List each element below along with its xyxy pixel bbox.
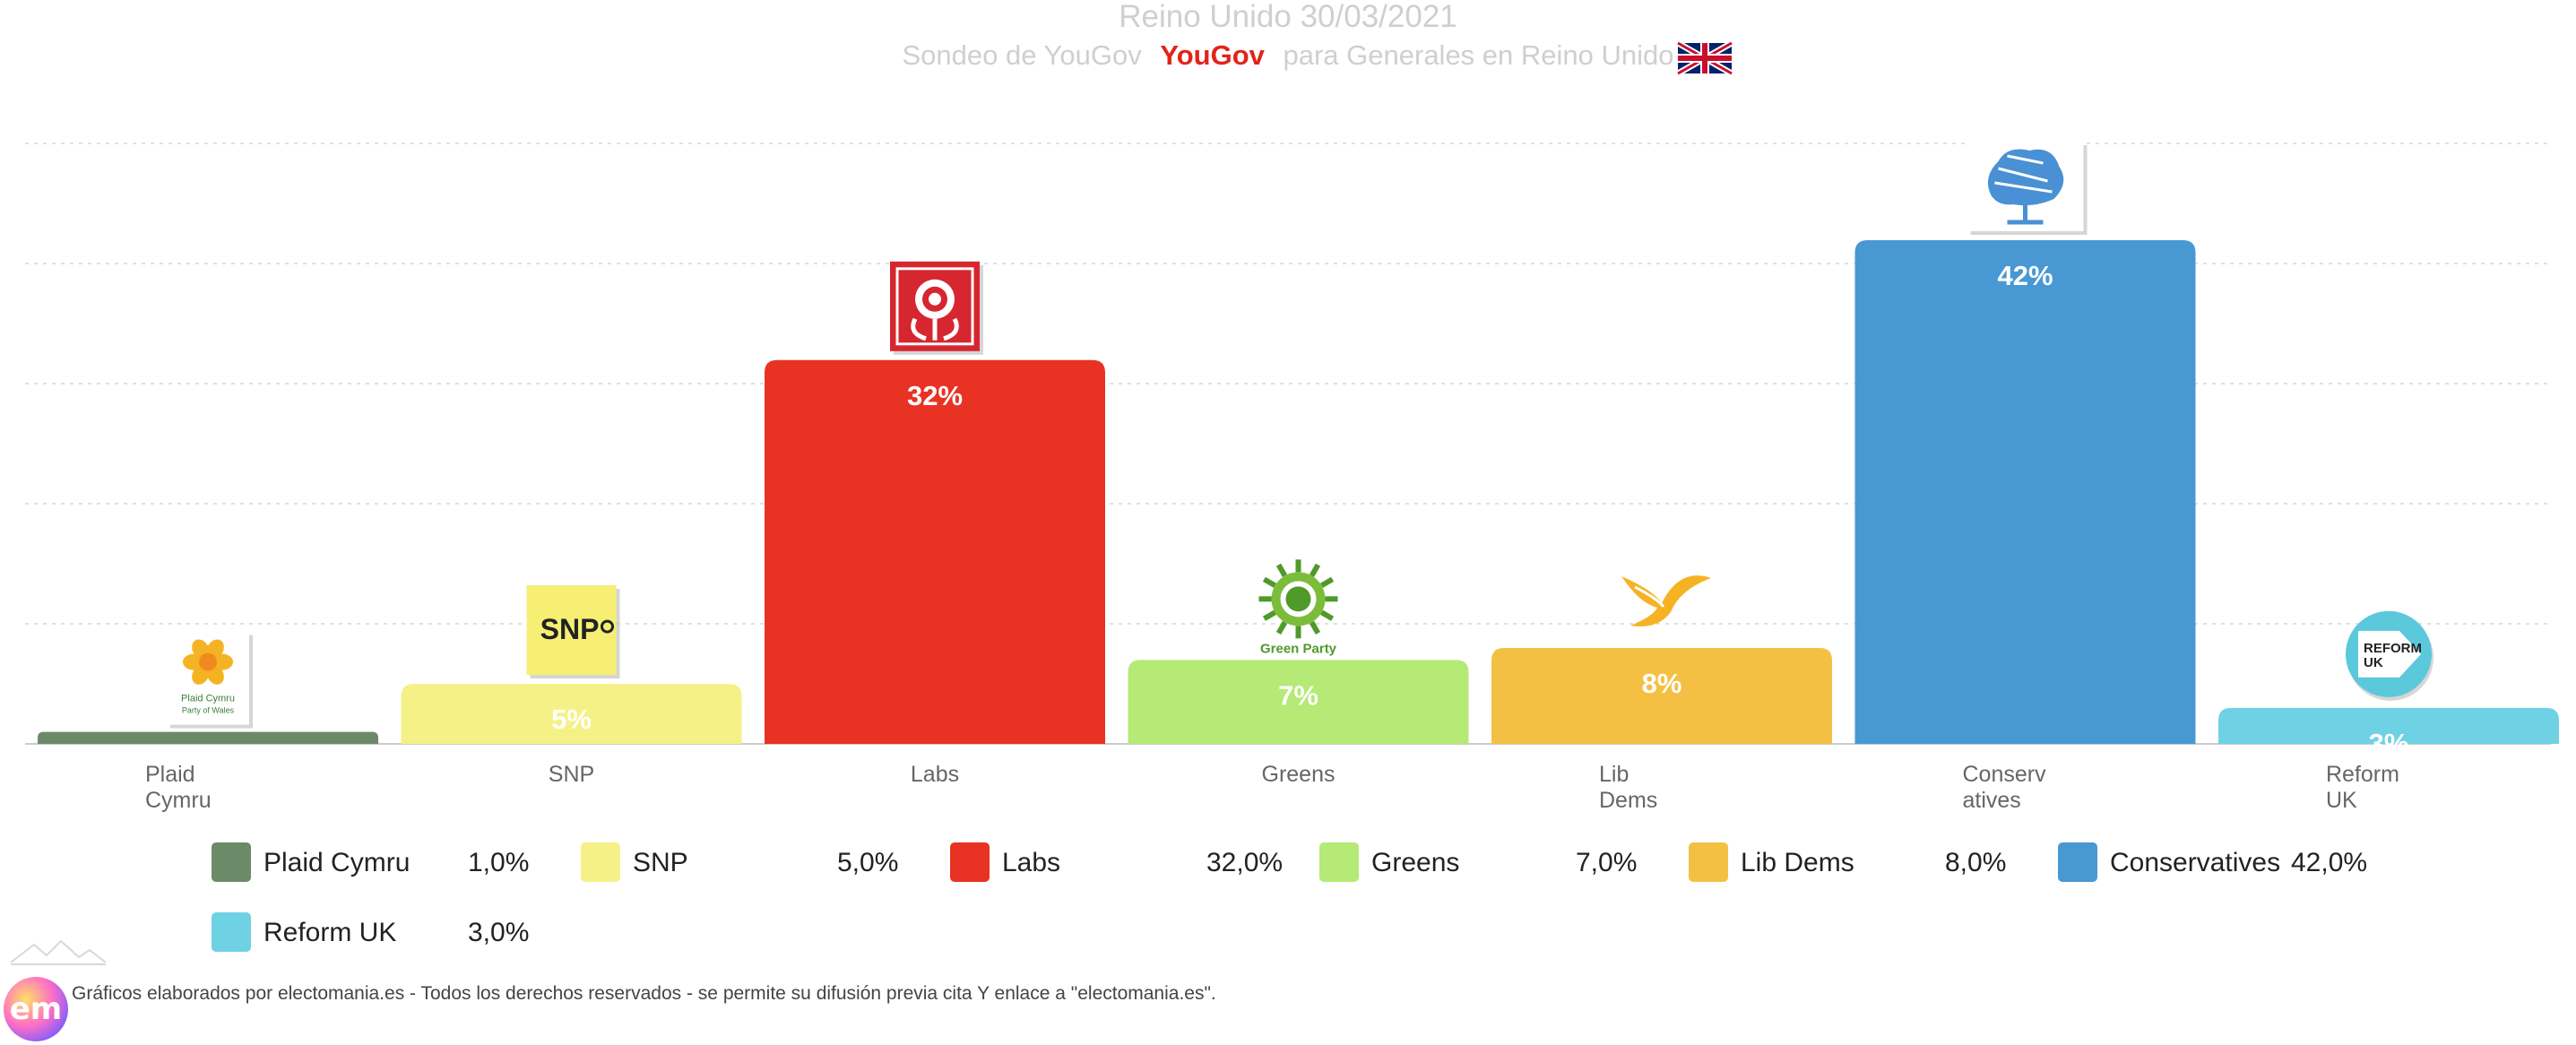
bar-value-label-labs: 32% [907, 380, 963, 411]
legend-swatch [1319, 842, 1359, 882]
svg-text:SNP: SNP [540, 613, 600, 645]
bar-value-label-snp: 5% [551, 704, 592, 735]
bar-labs [765, 359, 1105, 744]
bar-lib-dems [1491, 647, 1832, 744]
bar-value-label-lib-dems: 8% [1642, 668, 1682, 699]
legend-item-conservatives[interactable]: Conservatives 42,0% [2058, 842, 2427, 882]
category-labels: Plaid Cymru SNP Labs Greens Lib Dems Conserv ati… [145, 762, 2399, 813]
legend-name: Greens [1371, 848, 1460, 877]
legend-value: 7,0% [1576, 848, 1638, 877]
legend-name: Lib Dems [1741, 848, 1854, 877]
legend-name: Conservatives [2110, 848, 2281, 877]
legend-value: 32,0% [1206, 848, 1284, 877]
electomania-logo-icon: em [4, 977, 68, 1041]
legend-value: 3,0% [468, 918, 530, 947]
legend-item-lib-dems[interactable]: Lib Dems 8,0% [1689, 842, 2058, 882]
legend-swatch [1689, 842, 1728, 882]
legend-item-labs[interactable]: Labs 32,0% [950, 842, 1319, 882]
svg-text:Plaid Cymru: Plaid Cymru [181, 694, 235, 704]
legend-name: Reform UK [264, 918, 397, 947]
legend-swatch [950, 842, 990, 882]
bars-group [38, 240, 2559, 744]
lib-dems-bird-logo-icon [1621, 575, 1711, 626]
category-label-labs: Labs [911, 762, 959, 787]
legend-swatch [212, 912, 251, 952]
bar-labels: 1% 5% 32% 7% 8% 42% 3% [188, 260, 2409, 783]
category-label-greens: Greens [1262, 762, 1336, 787]
footer-copyright: Gráficos elaborados por electomania.es -… [72, 983, 1216, 1004]
labour-rose-logo-icon [890, 261, 983, 355]
category-label-conservatives: Conserv atives [1963, 762, 2047, 813]
subtitle-suffix: para Generales en Reino Unido [1284, 39, 1674, 71]
yougov-logo-icon: YouGov [1160, 39, 1265, 71]
chart-canvas: Reino Unido 30/03/2021 Sondeo de YouGov … [25, 0, 2559, 813]
legend-name: Plaid Cymru [264, 848, 411, 877]
bar-greens [1128, 660, 1469, 744]
category-label-plaid-cymru: Plaid Cymru [145, 762, 212, 813]
subtitle-prefix: Sondeo de YouGov [903, 39, 1143, 71]
svg-text:UK: UK [2364, 655, 2383, 670]
green-party-logo-icon: Green Party [1258, 559, 1338, 656]
legend-value: 42,0% [2291, 848, 2368, 877]
legend-item-snp[interactable]: SNP 5,0% [581, 842, 950, 882]
bar-value-label-conservatives: 42% [1997, 260, 2053, 291]
legend-value: 1,0% [468, 848, 530, 877]
bar-conservatives [1854, 240, 2196, 744]
bar-snp [401, 684, 742, 744]
category-label-snp: SNP [549, 762, 594, 787]
conservatives-tree-logo-icon [1967, 142, 2088, 235]
legend-item-greens[interactable]: Greens 7,0% [1319, 842, 1689, 882]
legend-value: 5,0% [837, 848, 899, 877]
mountain-icon [10, 939, 107, 965]
chart-subtitle: Sondeo de YouGov YouGov para Generales e… [903, 39, 1674, 71]
legend-value: 8,0% [1945, 848, 2007, 877]
snp-logo-icon: SNP [526, 585, 620, 679]
svg-text:Party of Wales: Party of Wales [182, 706, 235, 715]
legend-swatch [581, 842, 620, 882]
bar-plaid-cymru [38, 731, 378, 744]
bar-value-label-plaid-cymru: 1% [188, 752, 229, 783]
em-logo-text: em [9, 991, 63, 1027]
plaid-cymru-logo-icon: Plaid Cymru Party of Wales [167, 631, 253, 729]
legend-swatch [212, 842, 251, 882]
legend-item-reform-uk[interactable]: Reform UK 3,0% [212, 912, 581, 952]
chart-title: Reino Unido 30/03/2021 [1119, 0, 1457, 34]
bar-value-label-reform-uk: 3% [2369, 728, 2409, 759]
party-logos: Plaid Cymru Party of Wales SNP Green Party R… [167, 142, 2433, 729]
legend-name: SNP [633, 848, 688, 877]
legend-name: Labs [1002, 848, 1061, 877]
category-label-reform-uk: Reform UK [2326, 762, 2399, 813]
svg-text:Green Party: Green Party [1260, 641, 1337, 656]
svg-text:REFORM: REFORM [2364, 641, 2422, 656]
bar-reform-uk [2218, 707, 2559, 744]
legend-swatch [2058, 842, 2097, 882]
category-label-lib-dems: Lib Dems [1599, 762, 1657, 813]
bar-value-label-greens: 7% [1278, 679, 1318, 711]
uk-flag-icon [1676, 39, 1733, 77]
legend-item-plaid-cymru[interactable]: Plaid Cymru 1,0% [212, 842, 581, 882]
